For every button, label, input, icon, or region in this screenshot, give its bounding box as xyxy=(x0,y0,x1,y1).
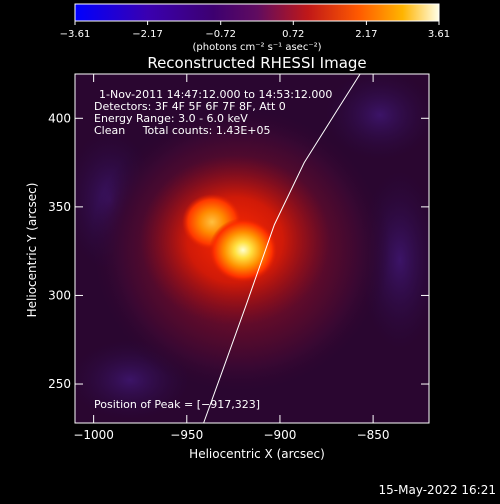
image-area xyxy=(75,74,429,423)
colorbar-tick-label: 3.61 xyxy=(428,29,450,40)
colorbar-label: (photons cm⁻² s⁻¹ asec⁻²) xyxy=(192,42,321,53)
x-tick-label: −900 xyxy=(263,428,296,442)
x-tick-label: −850 xyxy=(357,428,390,442)
colorbar-tick-label: 2.17 xyxy=(355,29,377,40)
y-axis-title: Heliocentric Y (arcsec) xyxy=(25,183,39,318)
chart-title: Reconstructed RHESSI Image xyxy=(147,54,366,72)
plot-frame xyxy=(74,73,430,424)
y-tick-label: 400 xyxy=(48,111,71,125)
colorbar xyxy=(74,3,440,22)
footer-date: 15-May-2022 16:21 xyxy=(379,483,496,497)
x-axis-title: Heliocentric X (arcsec) xyxy=(189,447,325,461)
annotation-counts: Clean Total counts: 1.43E+05 xyxy=(94,124,271,137)
annotation-peak-position: Position of Peak = [−917,323] xyxy=(94,398,260,411)
y-tick-label: 250 xyxy=(48,377,71,391)
x-tick-label: −950 xyxy=(170,428,203,442)
x-axis-ticks: −1000 −950 −900 −850 xyxy=(73,74,390,442)
colorbar-ticks: −3.61 −2.17 −0.72 0.72 2.17 3.61 xyxy=(60,21,450,40)
y-tick-label: 350 xyxy=(48,200,71,214)
colorbar-tick-label: −3.61 xyxy=(60,29,91,40)
annotation-detectors: Detectors: 3F 4F 5F 6F 7F 8F, Att 0 xyxy=(94,100,286,113)
annotation-time: 1-Nov-2011 14:47:12.000 to 14:53:12.000 xyxy=(99,88,332,101)
colorbar-tick-label: −0.72 xyxy=(205,29,236,40)
solar-limb-curve xyxy=(203,74,361,423)
x-tick-label: −1000 xyxy=(73,428,114,442)
colorbar-tick-label: 0.72 xyxy=(282,29,304,40)
y-axis-ticks: 250 300 350 400 xyxy=(48,111,429,391)
y-tick-label: 300 xyxy=(48,288,71,302)
colorbar-tick-label: −2.17 xyxy=(132,29,163,40)
annotation-block: 1-Nov-2011 14:47:12.000 to 14:53:12.000 … xyxy=(94,88,332,137)
annotation-energy: Energy Range: 3.0 - 6.0 keV xyxy=(94,112,248,125)
